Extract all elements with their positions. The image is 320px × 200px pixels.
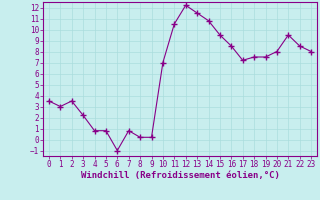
X-axis label: Windchill (Refroidissement éolien,°C): Windchill (Refroidissement éolien,°C) xyxy=(81,171,279,180)
